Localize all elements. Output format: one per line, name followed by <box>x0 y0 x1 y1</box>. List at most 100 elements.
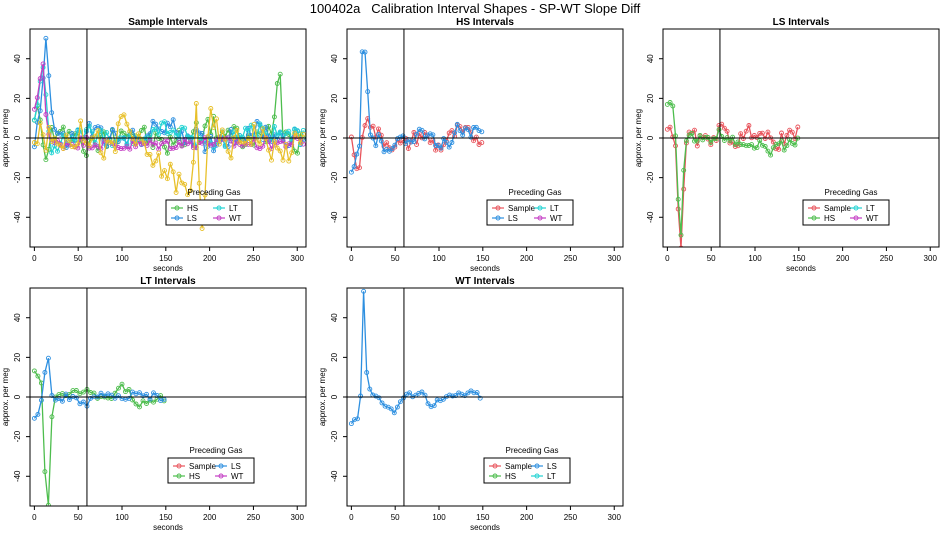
data-point <box>454 121 460 127</box>
data-point <box>72 138 78 144</box>
data-point <box>740 142 746 148</box>
y-axis-label: approx. per meg <box>318 109 327 167</box>
data-point <box>357 165 362 171</box>
y-tick-label: 40 <box>646 54 655 63</box>
data-point <box>446 130 452 136</box>
y-axis-label: approx. per meg <box>1 368 10 426</box>
data-point <box>57 131 63 137</box>
data-point <box>202 192 208 198</box>
data-point <box>81 148 86 154</box>
data-point <box>225 127 231 133</box>
data-point <box>188 134 193 140</box>
data-point <box>115 121 121 127</box>
data-point <box>173 190 179 195</box>
x-tick-label: 100 <box>115 513 129 522</box>
legend-box <box>165 199 253 226</box>
legend-label: Sample <box>505 462 533 471</box>
data-point <box>283 131 289 136</box>
data-point <box>151 390 156 396</box>
data-point <box>479 129 485 135</box>
legend-marker <box>534 463 540 469</box>
legend-label: LT <box>866 204 875 213</box>
x-tick-label: 300 <box>291 254 305 263</box>
legend-label: Sample <box>824 204 852 213</box>
data-point <box>694 138 700 144</box>
data-point <box>397 399 403 405</box>
data-point <box>31 140 37 145</box>
data-point <box>386 148 392 154</box>
data-point <box>170 145 176 151</box>
data-point <box>127 146 133 152</box>
data-point <box>59 391 65 397</box>
data-point <box>57 143 63 148</box>
y-tick-label: -20 <box>646 171 655 183</box>
data-point <box>438 145 444 151</box>
data-point <box>376 132 381 138</box>
data-point <box>376 395 382 401</box>
x-tick-label: 0 <box>32 513 37 522</box>
data-point <box>471 138 477 144</box>
data-point <box>170 169 176 175</box>
data-point <box>260 143 266 149</box>
data-point <box>407 390 413 396</box>
legend-marker <box>534 473 540 479</box>
data-point <box>37 120 43 126</box>
data-point <box>357 143 362 149</box>
data-point <box>667 100 673 105</box>
legend-marker <box>174 215 180 221</box>
x-tick-label: 250 <box>564 513 578 522</box>
data-point <box>176 171 182 177</box>
data-point <box>376 126 381 132</box>
data-point <box>102 393 107 399</box>
data-point <box>73 388 79 393</box>
data-point <box>150 141 156 147</box>
data-point <box>351 417 357 423</box>
data-point <box>784 143 790 149</box>
data-point <box>162 144 167 150</box>
data-point <box>193 101 199 106</box>
data-point <box>124 121 130 127</box>
data-point <box>367 132 373 138</box>
data-point <box>295 128 300 134</box>
data-point <box>119 381 125 387</box>
data-point <box>81 142 86 148</box>
data-point <box>422 136 428 142</box>
data-point <box>167 161 173 167</box>
data-point <box>370 123 376 129</box>
legend-label: LS <box>508 214 518 223</box>
data-point <box>83 127 89 133</box>
data-point <box>362 123 368 128</box>
data-point <box>675 196 681 202</box>
data-point <box>38 397 44 403</box>
data-point <box>234 127 240 133</box>
data-point <box>222 136 228 142</box>
data-point <box>126 395 132 401</box>
data-point <box>449 140 455 145</box>
y-tick-label: 0 <box>330 135 339 140</box>
data-point <box>42 369 48 375</box>
x-axis-label: seconds <box>786 264 816 273</box>
data-point <box>358 393 364 399</box>
data-point <box>292 130 298 136</box>
data-point <box>711 136 717 142</box>
data-point <box>43 92 49 98</box>
data-point <box>289 150 295 156</box>
series-line-hs <box>33 370 165 506</box>
legend-label: WT <box>550 214 563 223</box>
y-tick-label: 0 <box>13 394 22 399</box>
data-point <box>732 142 738 148</box>
legend-label: LT <box>229 204 238 213</box>
data-point <box>683 138 689 144</box>
data-point <box>112 138 118 144</box>
data-point <box>55 130 60 136</box>
data-point <box>240 134 246 140</box>
x-axis-label: seconds <box>470 264 500 273</box>
data-point <box>364 370 370 375</box>
data-point <box>749 142 755 148</box>
data-point <box>280 157 286 163</box>
data-point <box>708 140 714 145</box>
data-point <box>137 390 142 396</box>
y-tick-label: -20 <box>330 171 339 183</box>
